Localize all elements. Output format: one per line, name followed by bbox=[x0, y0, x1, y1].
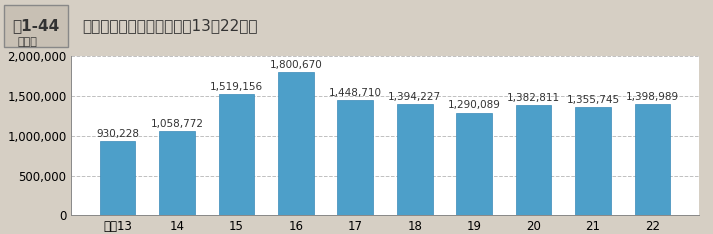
Bar bbox=[456, 113, 492, 215]
Text: 1,394,227: 1,394,227 bbox=[388, 92, 441, 102]
Text: （件）: （件） bbox=[18, 37, 38, 47]
Bar bbox=[337, 100, 373, 215]
Text: 1,058,772: 1,058,772 bbox=[150, 119, 204, 129]
Text: 1,800,670: 1,800,670 bbox=[270, 60, 322, 70]
Text: 1,448,710: 1,448,710 bbox=[329, 88, 382, 98]
Bar bbox=[397, 104, 433, 215]
Text: 相談取扱件数の推移（平成13～22年）: 相談取扱件数の推移（平成13～22年） bbox=[82, 18, 257, 33]
Bar bbox=[635, 104, 670, 215]
Text: 1,398,989: 1,398,989 bbox=[626, 91, 679, 102]
Text: 1,382,811: 1,382,811 bbox=[507, 93, 560, 103]
Bar bbox=[100, 141, 135, 215]
Bar bbox=[159, 131, 195, 215]
Bar bbox=[278, 72, 314, 215]
Text: 図1-44: 図1-44 bbox=[12, 18, 59, 33]
Bar bbox=[219, 94, 255, 215]
Text: 1,290,089: 1,290,089 bbox=[448, 100, 501, 110]
Bar bbox=[575, 107, 611, 215]
FancyBboxPatch shape bbox=[4, 5, 68, 47]
Text: 1,355,745: 1,355,745 bbox=[566, 95, 620, 105]
Text: 930,228: 930,228 bbox=[96, 129, 139, 139]
Text: 1,519,156: 1,519,156 bbox=[210, 82, 263, 92]
Bar bbox=[515, 105, 551, 215]
